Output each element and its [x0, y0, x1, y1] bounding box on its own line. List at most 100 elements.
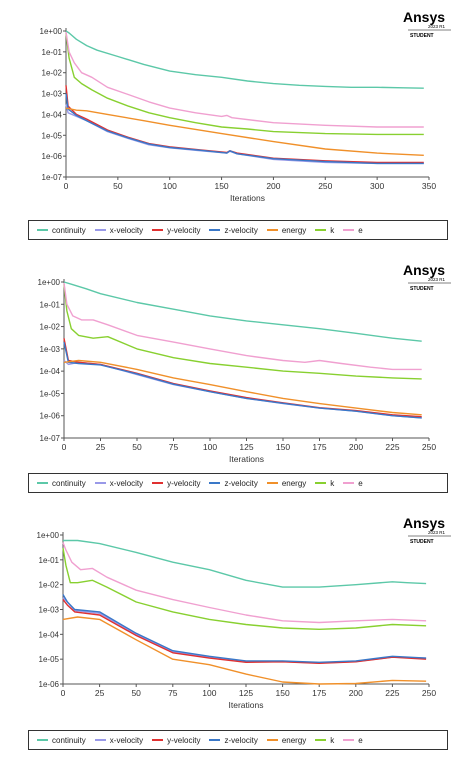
- x-tick-label: 250: [422, 442, 436, 452]
- legend-label: continuity: [52, 225, 86, 235]
- legend-swatch: [94, 739, 106, 741]
- legend-swatch: [209, 229, 221, 231]
- y-tick-label: 1e-05: [42, 131, 63, 140]
- legend-item-x-velocity: x-velocity: [94, 225, 144, 235]
- series-line-x-velocity: [62, 597, 427, 664]
- y-tick-label: 1e-05: [39, 655, 60, 664]
- series-line-continuity: [65, 30, 424, 89]
- series-line-k: [63, 284, 422, 380]
- x-tick-label: 300: [370, 181, 384, 191]
- y-tick-label: 1e-07: [40, 434, 61, 443]
- legend-swatch: [315, 739, 327, 741]
- y-tick-label: 1e-04: [39, 630, 60, 639]
- x-tick-label: 50: [132, 442, 142, 452]
- legend-label: e: [358, 225, 363, 235]
- x-tick-label: 175: [312, 688, 326, 698]
- legend-label: z-velocity: [224, 735, 258, 745]
- legend-swatch: [37, 739, 48, 741]
- legend-label: energy: [281, 735, 307, 745]
- x-tick-label: 225: [385, 688, 399, 698]
- legend-swatch: [94, 482, 106, 484]
- legend-swatch: [209, 482, 221, 484]
- legend-label: e: [358, 735, 363, 745]
- series-line-e: [62, 542, 427, 624]
- legend-item-x-velocity: x-velocity: [94, 735, 144, 745]
- legend-item-e: e: [343, 735, 363, 745]
- legend-label: energy: [281, 225, 307, 235]
- series-line-e: [65, 31, 424, 128]
- legend-label: x-velocity: [109, 478, 144, 488]
- series-line-z-velocity: [65, 93, 424, 165]
- legend-item-y-velocity: y-velocity: [152, 226, 200, 235]
- legend-swatch: [37, 229, 48, 231]
- y-tick-label: 1e-02: [40, 323, 61, 332]
- legend-item-continuity: continuity: [37, 226, 86, 235]
- legend-item-energy: energy: [266, 225, 307, 235]
- x-tick-label: 250: [422, 688, 436, 698]
- legend-item-z-velocity: z-velocity: [209, 735, 258, 745]
- legend-item-z-velocity: z-velocity: [209, 226, 258, 235]
- y-tick-label: 1e-06: [39, 680, 60, 689]
- x-axis-label: Iterations: [230, 193, 265, 203]
- legend-label: k: [330, 735, 335, 745]
- y-tick-label: 1e-06: [40, 412, 61, 421]
- legend-item-k: k: [315, 736, 334, 745]
- legend-label: continuity: [52, 478, 86, 488]
- ansys-edition-text: STUDENT: [410, 539, 434, 545]
- x-tick-label: 100: [202, 688, 216, 698]
- residuals-chart-3: 1e+00 1e-01 1e-02 1e-03 1e-04 1e-05 1e-060 25 50…: [37, 515, 451, 710]
- legend-swatch: [152, 482, 164, 484]
- ansys-version-text: 2023 R1: [428, 530, 446, 535]
- x-axis-label: Iterations: [229, 454, 264, 464]
- residuals-chart-2: 1e+00 1e-01 1e-02 1e-03 1e-04 1e-05 1e-06 1e-07…: [38, 262, 451, 464]
- x-tick-label: 150: [276, 442, 290, 452]
- x-tick-label: 75: [168, 688, 178, 698]
- legend-label: y-velocity: [167, 478, 201, 488]
- x-tick-label: 125: [239, 442, 253, 452]
- legend-label: x-velocity: [109, 225, 144, 235]
- legend-swatch: [266, 739, 278, 741]
- residuals-chart-1: 1e+00 1e-01 1e-02 1e-03 1e-04 1e-05 1e-06 1e-07…: [40, 9, 451, 203]
- x-tick-label: 75: [169, 442, 179, 452]
- legend-label: energy: [281, 478, 307, 488]
- series-line-y-velocity: [65, 85, 424, 164]
- series-line-continuity: [63, 281, 422, 342]
- legend-3: continuity x-velocity y-velocity z-velocity…: [28, 730, 448, 750]
- legend-item-energy: energy: [266, 478, 307, 488]
- x-tick-label: 200: [349, 688, 363, 698]
- residuals-panel-1: 1e+00 1e-01 1e-02 1e-03 1e-04 1e-05 1e-06 1e-07…: [0, 0, 451, 253]
- y-tick-label: 1e-04: [40, 367, 61, 376]
- ansys-edition-text: STUDENT: [410, 286, 434, 292]
- x-tick-label: 150: [214, 181, 228, 191]
- series-line-e: [63, 282, 422, 371]
- legend-label: y-velocity: [167, 225, 201, 235]
- legend-item-z-velocity: z-velocity: [209, 479, 258, 488]
- legend-swatch: [37, 482, 48, 484]
- y-tick-label: 1e-01: [42, 48, 63, 57]
- ansys-logo-text: Ansys: [403, 262, 445, 278]
- legend-label: x-velocity: [109, 735, 144, 745]
- x-tick-label: 50: [113, 181, 123, 191]
- y-tick-label: 1e-01: [39, 556, 60, 565]
- y-tick-label: 1e-03: [42, 90, 63, 99]
- x-tick-label: 100: [203, 442, 217, 452]
- series-line-energy: [62, 616, 427, 685]
- legend-label: k: [330, 478, 335, 488]
- legend-swatch: [343, 229, 355, 231]
- legend-item-e: e: [343, 478, 363, 488]
- legend-swatch: [343, 482, 355, 484]
- legend-swatch: [266, 229, 278, 231]
- y-tick-label: 1e+00: [38, 278, 61, 287]
- y-tick-label: 1e-07: [42, 173, 63, 182]
- series-line-continuity: [63, 539, 427, 588]
- legend-swatch: [209, 739, 221, 741]
- legend-item-energy: energy: [266, 735, 307, 745]
- y-tick-label: 1e+00: [37, 531, 60, 540]
- legend-item-k: k: [315, 479, 334, 488]
- y-tick-label: 1e-01: [40, 300, 61, 309]
- x-tick-label: 200: [349, 442, 363, 452]
- legend-item-e: e: [343, 225, 363, 235]
- legend-label: continuity: [52, 735, 86, 745]
- legend-label: e: [358, 478, 363, 488]
- residuals-panel-2: 1e+00 1e-01 1e-02 1e-03 1e-04 1e-05 1e-06 1e-07…: [0, 253, 451, 506]
